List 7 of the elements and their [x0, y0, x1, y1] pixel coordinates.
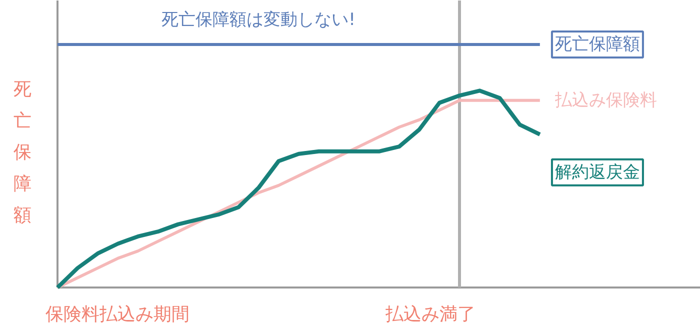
- text: 払込み満了: [384, 304, 476, 325]
- y-axis-title: 死亡保障額: [14, 79, 32, 226]
- series-label: 払込み保険料: [554, 90, 657, 110]
- series-label: 死亡保障額: [554, 34, 640, 54]
- series-label: 解約返戻金: [554, 162, 640, 182]
- x-axis-title: 保険料払込み期間: [46, 304, 190, 325]
- text: 死亡保障額は変動しない!: [162, 10, 356, 30]
